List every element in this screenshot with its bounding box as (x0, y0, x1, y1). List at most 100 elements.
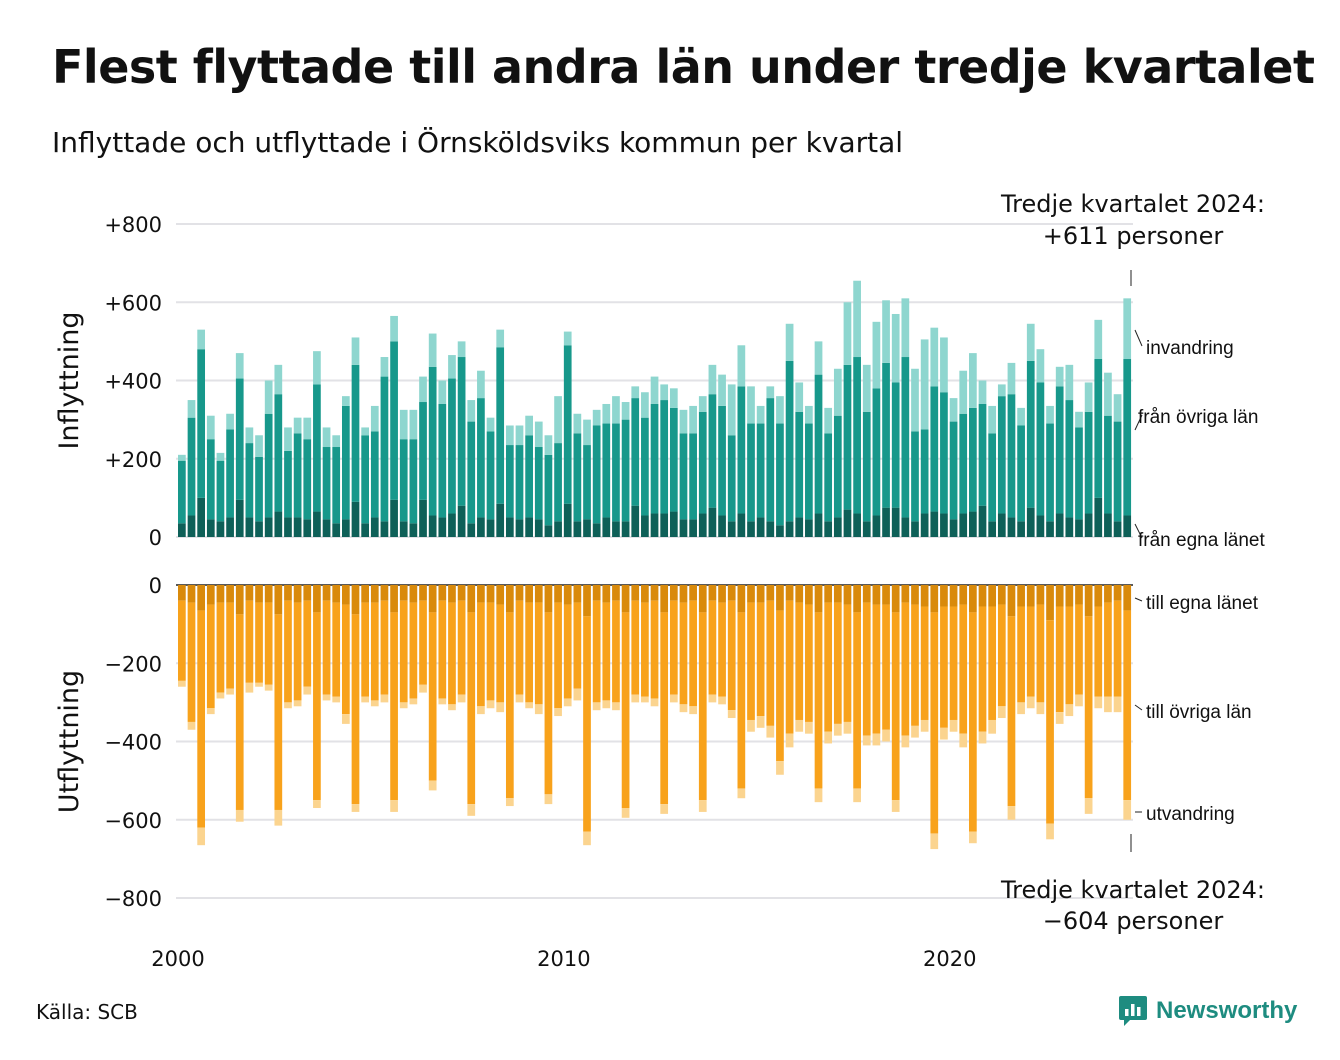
utflytt-bar-1 (534, 602, 543, 705)
utflytt-bar-2 (1075, 694, 1083, 707)
utflytt-bar-2 (409, 698, 418, 705)
inflytt-bar-2 (1065, 364, 1074, 401)
utflytt-bar-0 (303, 585, 312, 601)
inflytt-bar-0 (322, 519, 331, 537)
inflytt-bar-1 (409, 439, 418, 524)
inflytt-bar-0 (727, 521, 736, 537)
inflytt-bar-2 (457, 341, 466, 358)
utflytt-bar-0 (969, 585, 977, 613)
inflytt-bar-2 (718, 374, 726, 406)
y-tick-label: +200 (104, 448, 162, 472)
inflytt-bar-2 (216, 452, 225, 461)
utflytt-bar-2 (843, 721, 852, 734)
utflytt-bar-0 (708, 585, 717, 601)
utflytt-bar-0 (843, 585, 852, 605)
utflytt-bar-1 (940, 606, 948, 728)
utflytt-bar-2 (390, 800, 398, 812)
utflytt-bar-1 (235, 614, 244, 810)
legend-leader (1134, 597, 1143, 602)
inflytt-bar-2 (341, 396, 350, 406)
utflytt-bar-2 (1055, 712, 1064, 724)
utflytt-bar-0 (592, 585, 601, 601)
utflytt-bar-2 (718, 696, 726, 705)
chart-subtitle: Inflyttade och utflyttade i Örnsköldsvik… (52, 126, 904, 159)
inflytt-bar-0 (930, 511, 939, 537)
inflytt-bar-1 (264, 413, 273, 518)
utflytt-bar-1 (612, 600, 620, 703)
inflytt-bar-2 (959, 370, 968, 414)
utflytt-bar-1 (930, 612, 939, 834)
inflytt-bar-2 (515, 425, 524, 446)
utflytt-bar-0 (187, 585, 196, 603)
utflytt-bar-0 (920, 585, 929, 607)
utflytt-bar-2 (361, 696, 369, 703)
inflytt-bar-0 (872, 515, 881, 537)
inflytt-bar-1 (930, 386, 939, 512)
utflytt-bar-0 (206, 585, 215, 605)
utflytt-bar-0 (891, 585, 900, 613)
utflytt-bar-0 (496, 585, 505, 605)
utflytt-bar-0 (390, 585, 398, 613)
utflytt-bar-1 (322, 600, 331, 695)
inflytt-bar-1 (872, 388, 881, 516)
utflytt-bar-1 (515, 600, 524, 695)
inflytt-bar-0 (1055, 513, 1064, 537)
inflytt-bar-0 (544, 525, 553, 537)
inflytt-bar-2 (399, 409, 408, 440)
inflytt-bar-0 (515, 519, 524, 537)
inflytt-bar-0 (1026, 507, 1035, 537)
inflytt-bar-1 (380, 376, 389, 522)
utflytt-bar-1 (737, 612, 746, 789)
brand-logo[interactable]: Newsworthy (1118, 994, 1297, 1028)
utflytt-bar-1 (689, 600, 697, 707)
source-label: Källa: SCB (36, 1000, 138, 1024)
utflytt-bar-2 (563, 698, 572, 707)
utflytt-bar-0 (737, 585, 746, 613)
utflytt-bar-0 (554, 585, 562, 603)
inflytt-bar-1 (1036, 382, 1045, 516)
inflytt-bar-2 (496, 329, 505, 348)
inflytt-bar-1 (891, 382, 900, 508)
utflytt-bar-0 (284, 585, 292, 601)
utflytt-bar-2 (515, 694, 524, 703)
utflytt-bar-0 (650, 585, 659, 601)
brand-name: Newsworthy (1156, 997, 1298, 1024)
inflytt-bar-1 (206, 439, 215, 520)
utflytt-bar-1 (969, 612, 977, 832)
utflytt-bar-1 (1113, 600, 1122, 697)
inflytt-bar-2 (795, 382, 804, 412)
x-tick-label: 2000 (151, 947, 204, 971)
utflytt-bar-0 (1036, 585, 1045, 605)
utflytt-bar-2 (1017, 702, 1025, 715)
inflytt-bar-0 (660, 513, 669, 537)
inflytt-bar-2 (592, 409, 601, 426)
utflytt-bar-1 (911, 604, 919, 726)
utflytt-bar-0 (853, 585, 861, 613)
utflytt-bar-2 (689, 706, 697, 715)
utflytt-bar-0 (486, 585, 495, 603)
utflytt-bar-2 (727, 710, 736, 719)
utflytt-bar-1 (284, 600, 292, 703)
utflytt-bar-2 (602, 700, 611, 709)
utflytt-bar-1 (274, 614, 283, 810)
inflytt-bar-0 (853, 513, 861, 537)
inflytt-bar-0 (718, 515, 726, 537)
utflytt-bar-1 (332, 602, 341, 697)
inflytt-bar-1 (573, 433, 582, 522)
utflytt-bar-0 (341, 585, 350, 605)
utflytt-bar-1 (1123, 610, 1132, 801)
inflytt-bar-2 (178, 454, 186, 461)
utflytt-bar-0 (216, 585, 225, 603)
utflytt-bar-1 (631, 600, 640, 695)
utflytt-bar-1 (727, 600, 736, 711)
utflytt-bar-2 (264, 684, 273, 691)
utflytt-bar-2 (872, 733, 881, 746)
utflytt-bar-1 (1036, 604, 1045, 703)
utflytt-bar-1 (679, 602, 688, 705)
inflytt-bar-1 (747, 423, 755, 522)
inflytt-bar-1 (457, 357, 466, 506)
utflytt-bar-0 (505, 585, 514, 613)
inflytt-bar-1 (862, 411, 871, 522)
utflytt-bar-0 (718, 585, 726, 603)
inflytt-bar-0 (525, 517, 533, 537)
